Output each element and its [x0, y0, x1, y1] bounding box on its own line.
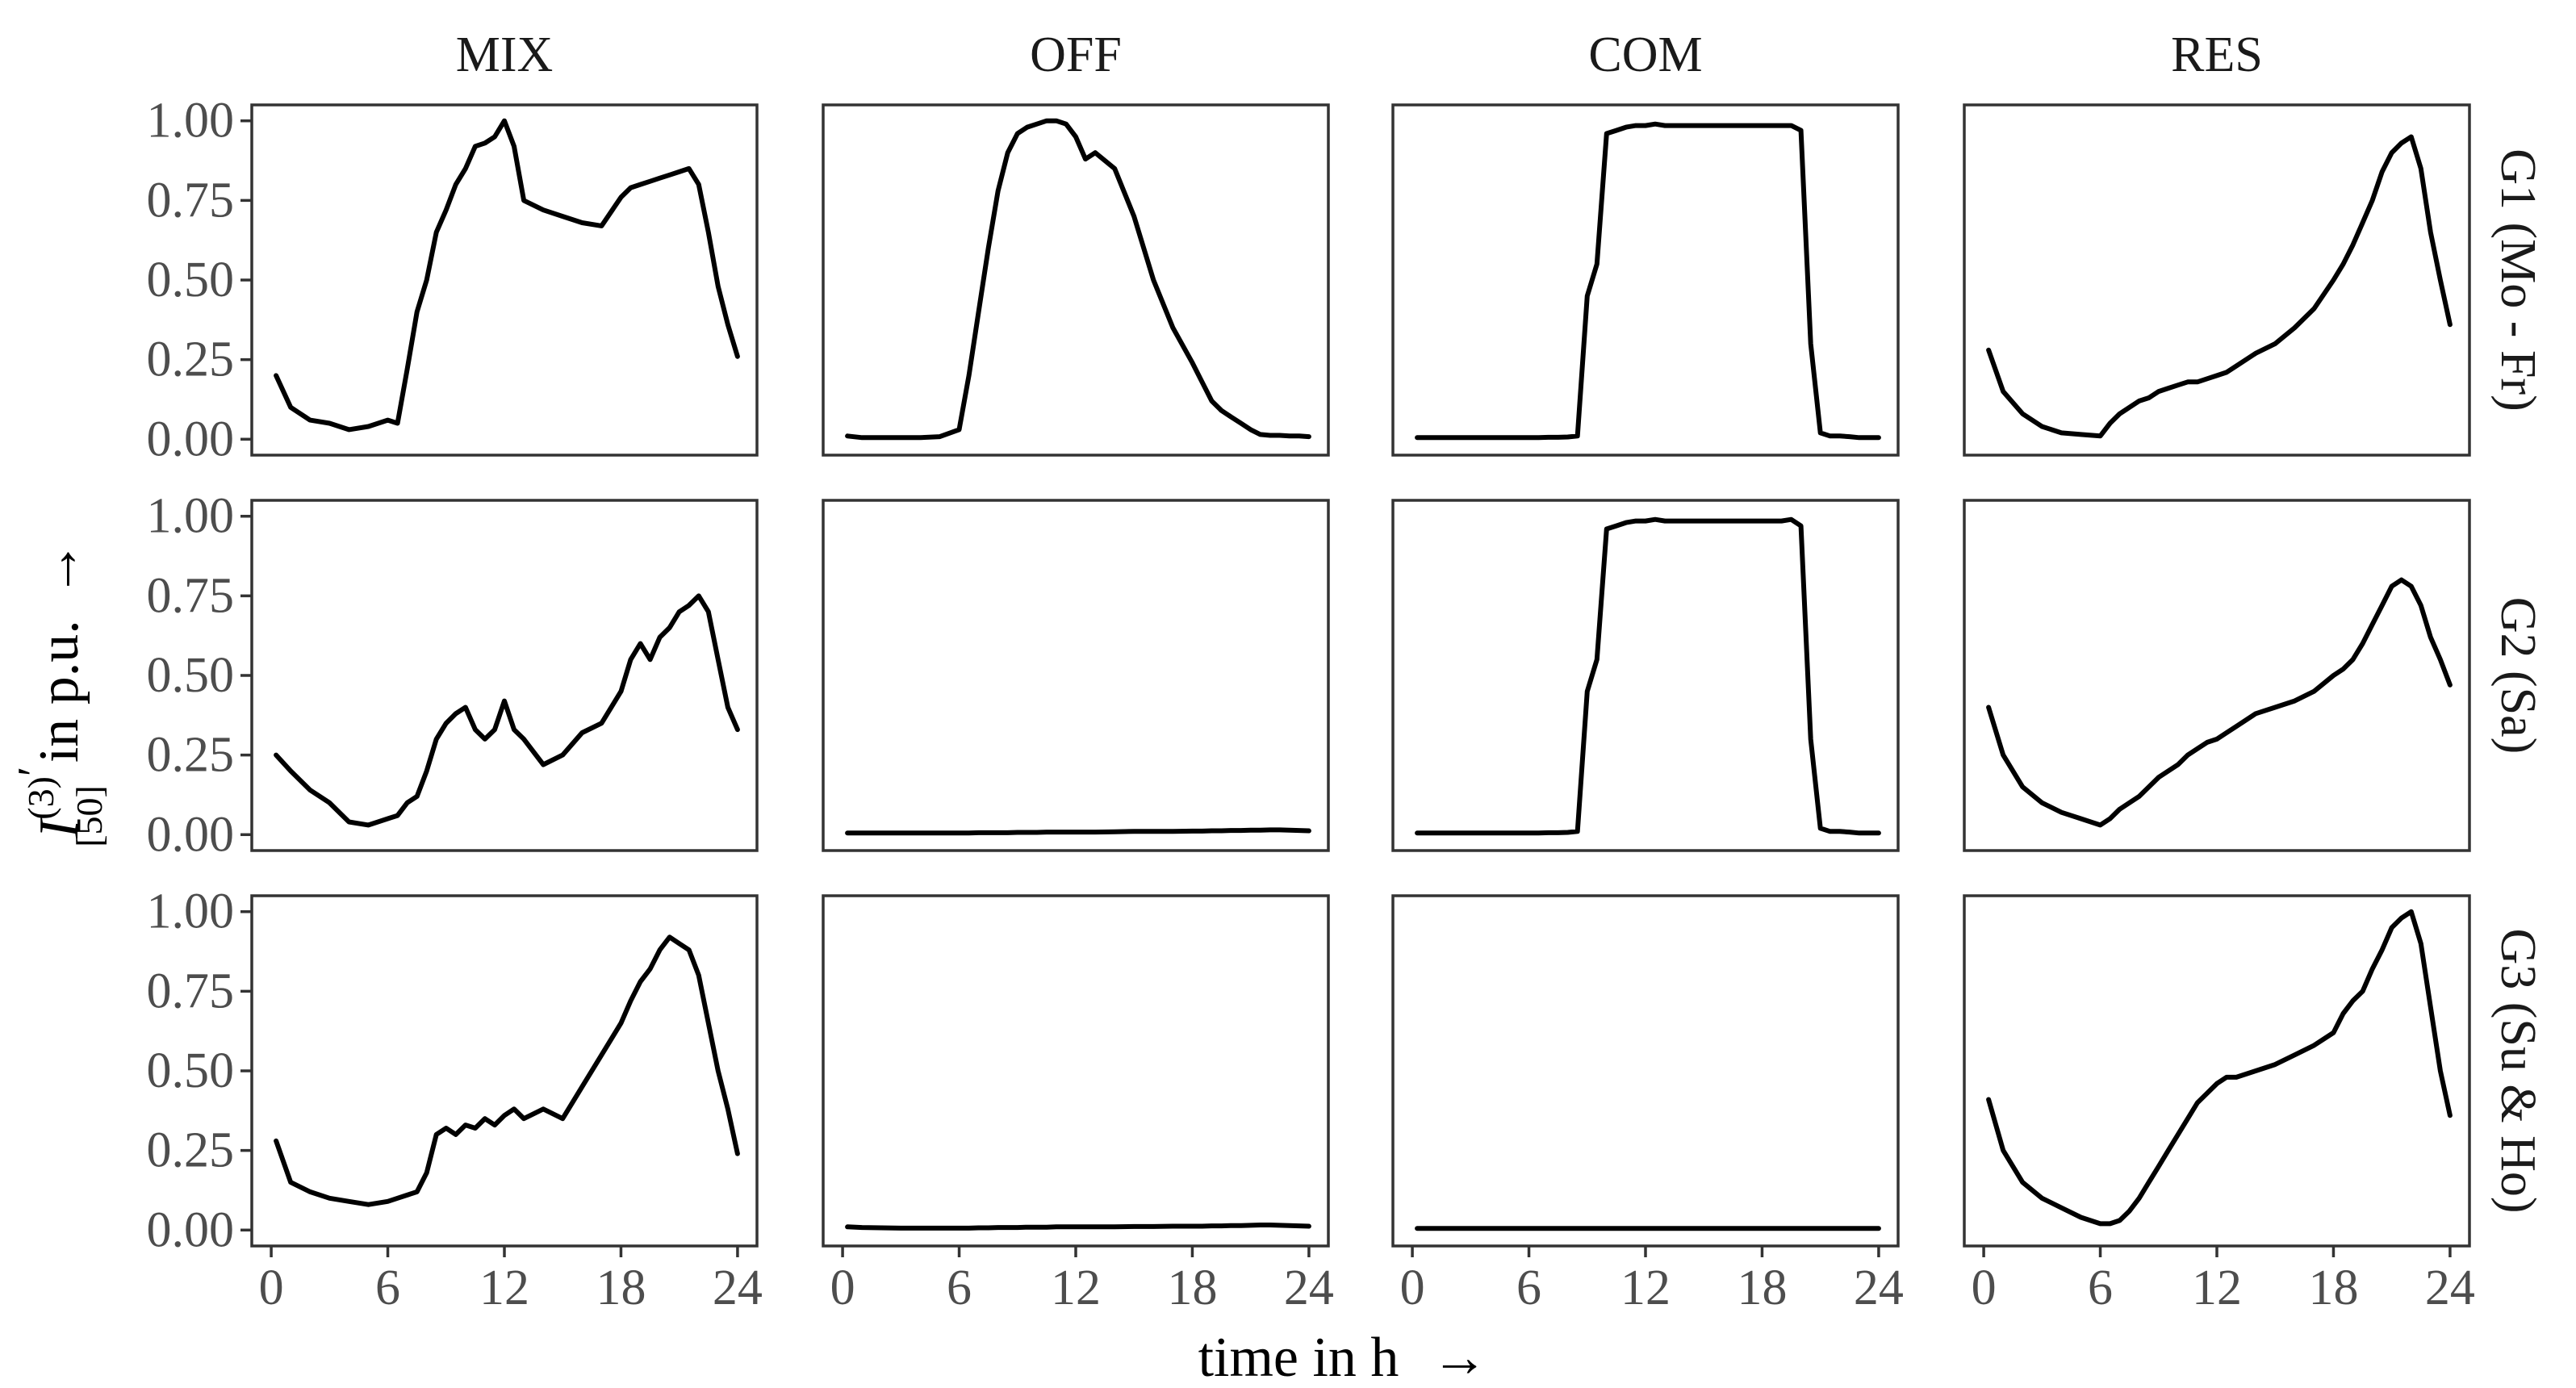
y-tick-label: 0.00	[147, 412, 235, 466]
x-tick-label: 18	[2308, 1260, 2358, 1315]
series-line-res-g1-mo-fr	[1986, 134, 2453, 439]
x-tick-label: 0	[1400, 1260, 1425, 1315]
x-tick-label: 24	[1284, 1260, 1334, 1315]
panel-com-g3-su-ho: 0 6 12 18 24	[1391, 894, 1904, 1315]
x-tick-label: 24	[1854, 1260, 1904, 1315]
panel-mix-g3-su-ho-frame	[250, 894, 759, 1248]
x-tick-label: 0	[259, 1260, 284, 1315]
y-tick-label: 0.25	[147, 728, 235, 783]
column-strip-label-res: RES	[2171, 27, 2263, 82]
x-tick-label: 6	[947, 1260, 972, 1315]
column-strip-label-mix: MIX	[456, 27, 554, 82]
x-tick-label: 24	[713, 1260, 763, 1315]
y-axis-title-arrow: →	[28, 541, 90, 597]
x-tick-label: 24	[2425, 1260, 2475, 1315]
panel-off-g2-sa-frame	[822, 499, 1330, 852]
y-tick-label: 0.75	[147, 568, 235, 623]
x-tick-label: 6	[1516, 1260, 1541, 1315]
panel-off-g2-sa	[822, 499, 1330, 852]
x-axis-title-text: time in h	[1198, 1327, 1399, 1388]
y-tick-label: 1.00	[147, 489, 235, 544]
panel-res-g3-su-ho-frame	[1963, 894, 2471, 1248]
panel-mix-g1-mo-fr-frame	[250, 103, 759, 457]
series-line-com-g1-mo-fr	[1415, 121, 1881, 441]
row-strip-label-g3-su-ho: G3 (Su & Ho)	[2490, 928, 2545, 1213]
panel-res-g1-mo-fr-frame	[1963, 103, 2471, 457]
series-line-off-g2-sa	[845, 827, 1311, 836]
y-axis-title-subscript: [50]	[69, 785, 110, 847]
x-tick-label: 18	[1167, 1260, 1217, 1315]
x-tick-label: 18	[1737, 1260, 1787, 1315]
y-tick-label: 0.00	[147, 1202, 235, 1257]
x-tick-label: 12	[2192, 1260, 2242, 1315]
panel-mix-g2-sa-frame	[250, 499, 759, 852]
y-tick-label: 0.25	[147, 332, 235, 387]
panel-com-g2-sa-frame	[1391, 499, 1900, 852]
panel-mix-g3-su-ho: 0.00 0.25 0.50 0.75 1.00 0 6 12 18 24	[147, 884, 763, 1315]
panel-grid: MIX OFF COM RES G1 (Mo - Fr) G2 (Sa) G3 (Su & …	[147, 27, 2546, 1315]
series-line-mix-g3-su-ho	[274, 934, 740, 1207]
y-tick-label: 0.50	[147, 1043, 235, 1098]
x-tick-label: 6	[2088, 1260, 2113, 1315]
panel-off-g3-su-ho-frame	[822, 894, 1330, 1248]
x-axis-title-arrow: →	[1431, 1327, 1487, 1388]
y-tick-label: 1.00	[147, 884, 235, 939]
y-tick-label: 0.75	[147, 173, 235, 228]
panel-off-g3-su-ho: 0 6 12 18 24	[822, 894, 1334, 1315]
y-axis-title: I(3)′ [50] in p.u. →	[9, 541, 110, 847]
panel-com-g2-sa	[1391, 499, 1900, 852]
y-tick-label: 0.75	[147, 964, 235, 1018]
x-tick-label: 18	[596, 1260, 646, 1315]
panel-res-g2-sa	[1963, 499, 2471, 852]
panel-mix-g1-mo-fr: 0.00 0.25 0.50 0.75 1.00	[147, 94, 759, 466]
series-line-res-g3-su-ho	[1986, 909, 2453, 1227]
panel-mix-g2-sa: 0.00 0.25 0.50 0.75 1.00	[147, 489, 759, 862]
panel-com-g1-mo-fr	[1391, 103, 1900, 457]
series-line-mix-g1-mo-fr	[274, 118, 740, 433]
panel-com-g1-mo-fr-frame	[1391, 103, 1900, 457]
x-tick-label: 12	[1620, 1260, 1671, 1315]
series-line-com-g2-sa	[1415, 516, 1881, 836]
x-tick-label: 6	[375, 1260, 400, 1315]
series-line-off-g3-su-ho	[845, 1223, 1311, 1231]
panel-com-g3-su-ho-frame	[1391, 894, 1900, 1248]
y-axis-title-suffix: in p.u.	[28, 620, 90, 763]
y-tick-label: 0.25	[147, 1123, 235, 1178]
y-axis-title-prime: ′	[9, 767, 59, 776]
panel-res-g3-su-ho: 0 6 12 18 24	[1963, 894, 2475, 1315]
column-strip-label-off: OFF	[1030, 27, 1122, 82]
series-line-off-g1-mo-fr	[845, 118, 1311, 441]
x-tick-label: 12	[1051, 1260, 1101, 1315]
column-strip-label-com: COM	[1588, 27, 1702, 82]
panel-res-g1-mo-fr	[1963, 103, 2471, 457]
row-strip-label-g2-sa: G2 (Sa)	[2490, 597, 2545, 755]
x-axis-title: time in h →	[1198, 1327, 1488, 1388]
panel-off-g1-mo-fr-frame	[822, 103, 1330, 457]
x-tick-label: 0	[1972, 1260, 1997, 1315]
y-axis-title-superscript: (3)	[20, 776, 61, 820]
y-axis-title-base: I	[28, 817, 90, 839]
y-tick-label: 0.50	[147, 253, 235, 307]
panel-off-g1-mo-fr	[822, 103, 1330, 457]
y-tick-label: 0.50	[147, 648, 235, 703]
x-tick-label: 12	[479, 1260, 529, 1315]
series-line-res-g2-sa	[1986, 577, 2453, 828]
x-tick-label: 0	[830, 1260, 855, 1315]
y-tick-label: 0.00	[147, 807, 235, 862]
row-strip-label-g1-mo-fr: G1 (Mo - Fr)	[2490, 148, 2545, 411]
y-tick-label: 1.00	[147, 94, 235, 148]
series-line-mix-g2-sa	[274, 593, 740, 828]
panel-res-g2-sa-frame	[1963, 499, 2471, 852]
